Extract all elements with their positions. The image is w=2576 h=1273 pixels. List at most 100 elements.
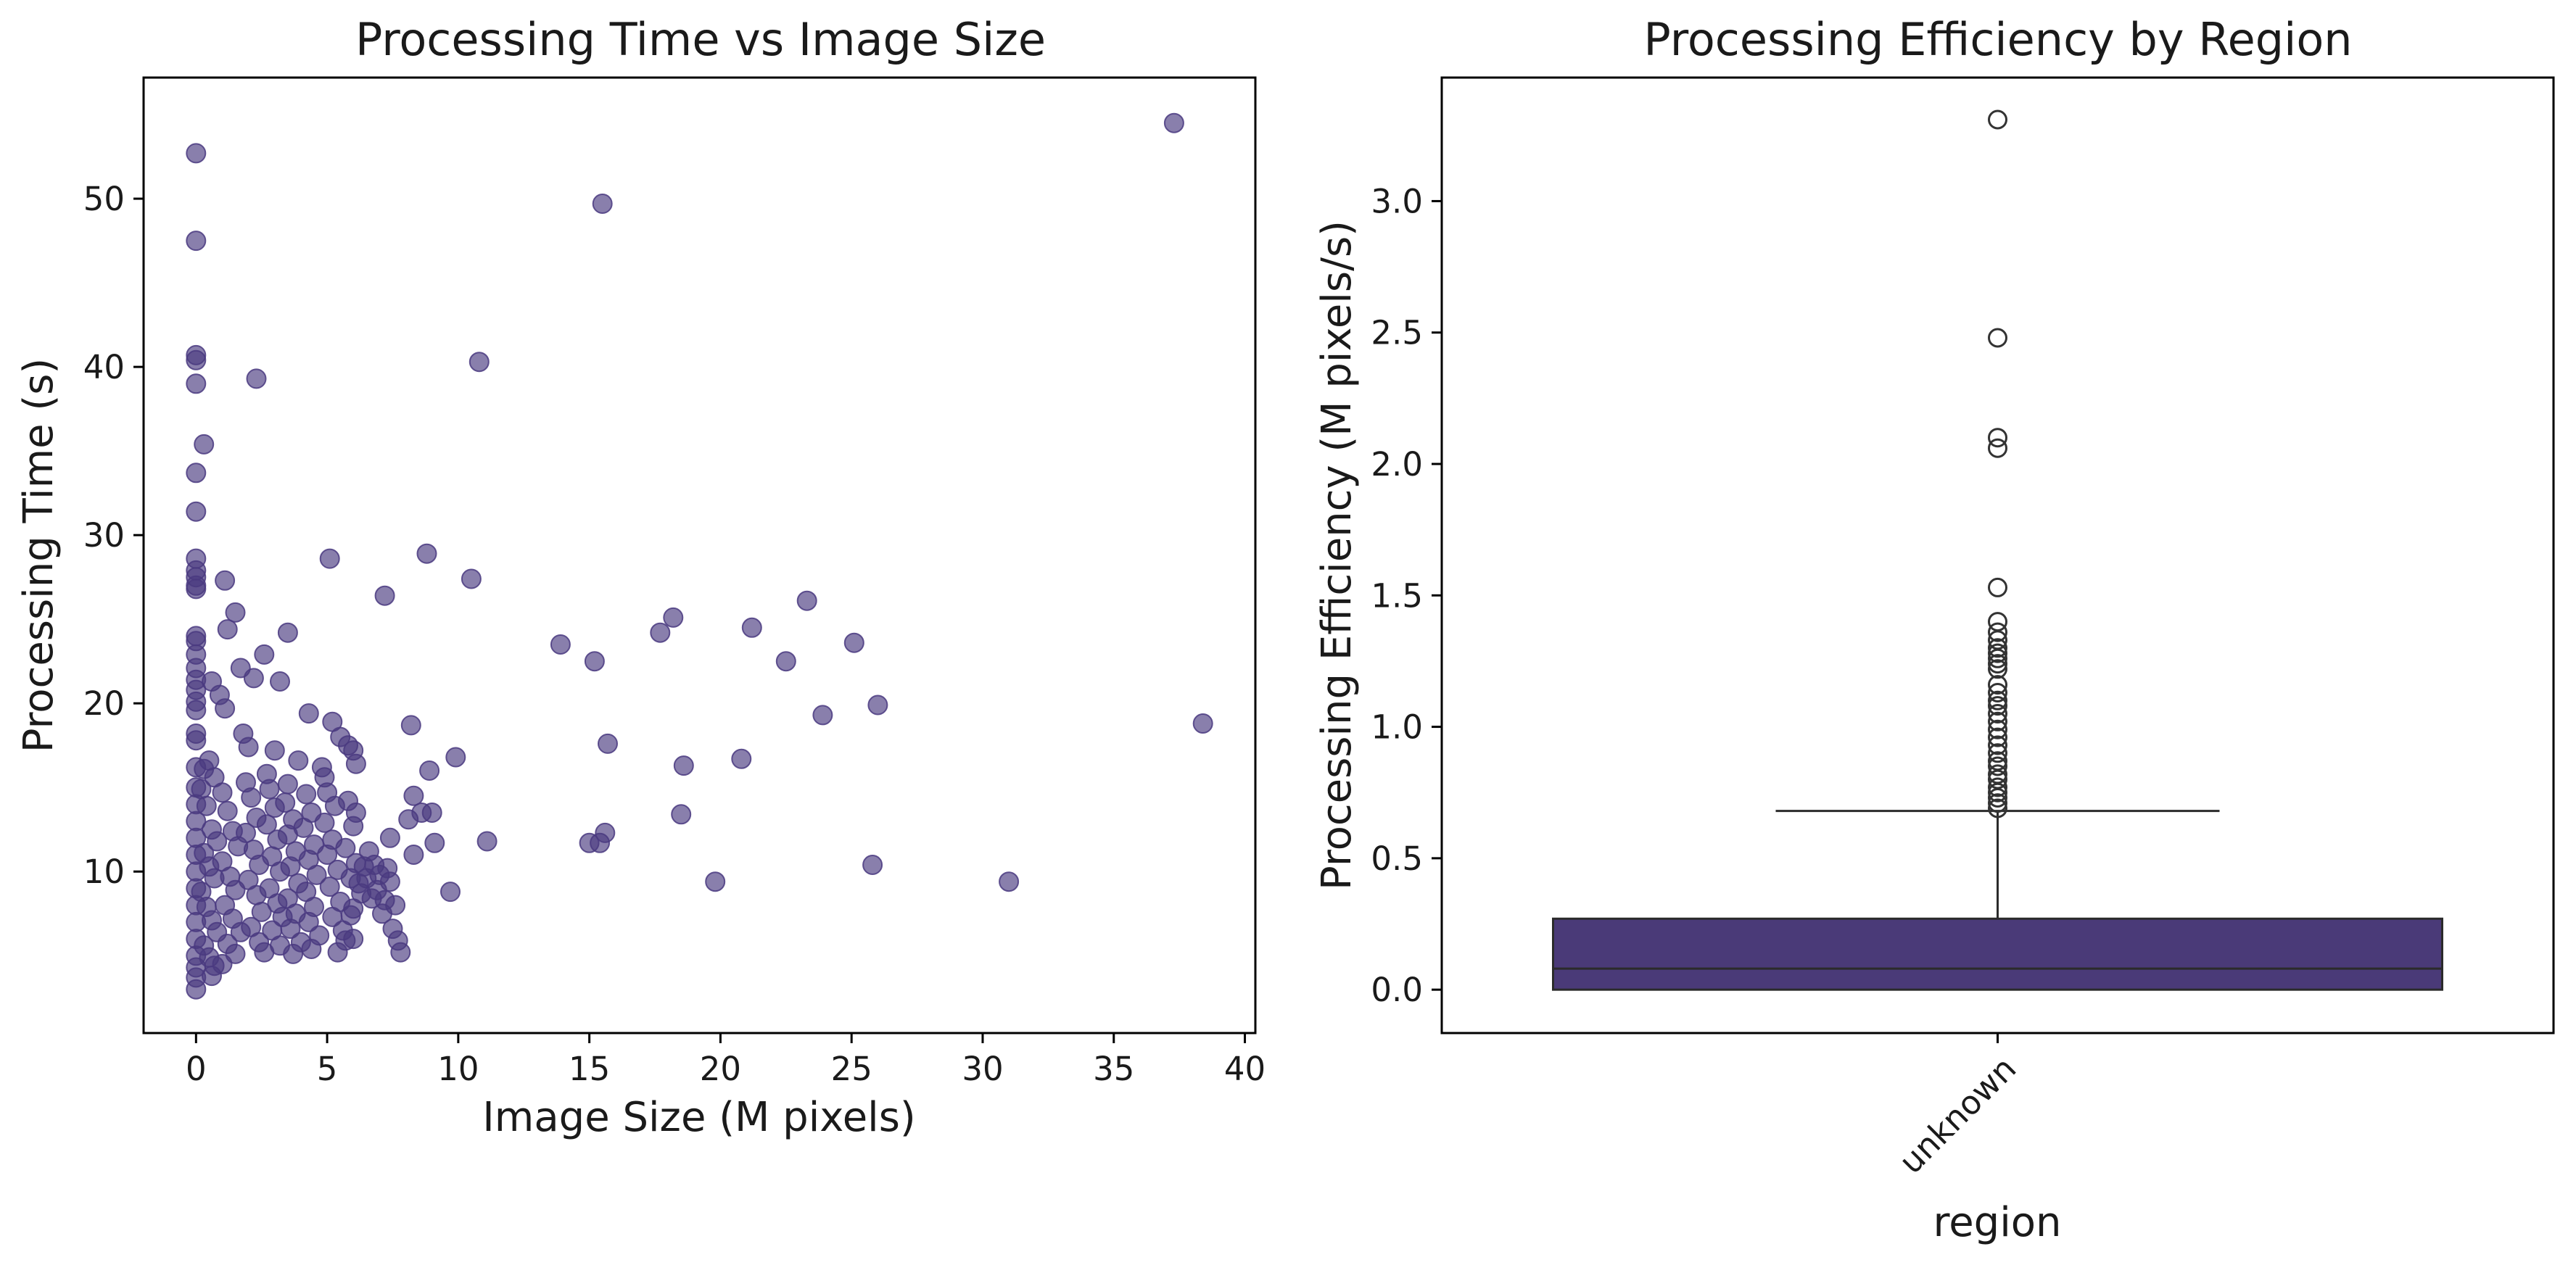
x-tick-label: 10 [437,1050,479,1088]
scatter-point [293,817,314,838]
y-tick-label: 40 [83,348,125,386]
scatter-point [671,804,692,825]
outlier-point [1988,711,2007,731]
boxplot-y-axis-label: Processing Efficiency (M pixels/s) [1313,220,1361,890]
outlier-point [1988,743,2007,763]
outlier-point [1988,109,2007,130]
scatter-point [416,543,437,564]
scatter-point [319,548,340,569]
outlier-point [1988,328,2007,348]
scatter-point [335,837,356,858]
scatter-point [186,501,207,522]
outlier-point [1988,622,2007,642]
y-tick-label: 0.5 [1371,839,1423,878]
scatter-point [843,632,864,653]
scatter-point [301,939,322,959]
scatter-point [374,585,395,606]
boxplot-title: Processing Efficiency by Region [1643,13,2352,66]
scatter-point [663,607,684,628]
scatter-panel: Processing Time vs Image Size 0 5 10 15 20 25… [15,13,1266,1141]
scatter-y-axis-label: Processing Time (s) [15,358,62,753]
boxplot-body [1552,109,2443,991]
scatter-point [440,882,461,903]
outlier-point [1988,782,2007,803]
scatter-point [207,831,228,852]
scatter-point [319,876,340,897]
x-tick-label: 35 [1093,1050,1134,1088]
outlier-point [1988,654,2007,674]
y-tick-label: 3.0 [1371,182,1423,220]
scatter-point [254,644,275,665]
scatter-point [186,579,207,600]
scatter-point [398,809,419,830]
scatter-point [283,943,304,964]
scatter-points [186,112,1213,1000]
scatter-point [775,651,796,672]
scatter-point [361,888,382,909]
outlier-point [1988,793,2007,813]
y-tick-label: 30 [83,516,125,555]
boxplot-panel: Processing Efficiency by Region unknown … [1313,13,2555,1246]
scatter-point [236,822,256,843]
y-tick-label: 2.0 [1371,445,1423,484]
scatter-point [421,803,442,823]
outlier-point [1988,675,2007,695]
outlier-point [1988,777,2007,797]
scatter-point [186,979,207,1000]
scatter-point [379,871,400,892]
scatter-point [424,832,445,853]
scatter-point [343,898,364,919]
scatter-x-axis-label: Image Size (M pixels) [482,1094,915,1141]
scatter-point [862,855,883,875]
scatter-point [277,622,298,643]
scatter-point [246,368,267,389]
y-tick-label: 50 [83,180,125,218]
scatter-point [212,782,233,803]
scatter-point [199,750,220,771]
scatter-point [314,812,335,833]
scatter-point [280,919,301,940]
scatter-point [241,787,262,808]
y-tick-label: 10 [83,853,125,891]
scatter-point [741,617,762,638]
scatter-point [598,733,618,754]
x-tick-label: 30 [962,1050,1003,1088]
outlier-point [1988,438,2007,458]
scatter-y-ticks: 10 20 30 40 50 [83,180,144,891]
scatter-point [731,748,752,769]
x-tick-label: 40 [1224,1050,1266,1088]
scatter-point [251,901,272,922]
scatter-point [186,730,207,751]
scatter-point [280,856,301,877]
scatter-point [584,651,605,672]
scatter-point [296,784,317,805]
scatter-point [191,779,212,800]
outlier-point [1988,428,2007,448]
scatter-point [592,194,613,214]
scatter-point [343,816,364,837]
scatter-point [338,735,358,756]
outlier-point [1988,788,2007,808]
outlier-point [1988,756,2007,776]
x-tick-label: 25 [831,1050,872,1088]
scatter-point [999,871,1020,892]
scatter-point [259,779,280,800]
scatter-x-ticks: 0 5 10 15 20 25 30 35 40 [186,1033,1266,1088]
y-tick-label: 0.0 [1371,971,1423,1009]
scatter-point [867,694,888,716]
scatter-point [345,753,366,774]
scatter-point [275,792,296,813]
scatter-point [796,590,817,611]
scatter-point [186,231,207,252]
x-tick-label: 5 [317,1050,338,1088]
scatter-point [215,698,236,719]
scatter-point [445,747,466,768]
scatter-point [196,795,217,816]
outlier-point [1988,719,2007,739]
scatter-point [673,755,694,776]
boxplot-x-axis-label: region [1933,1199,2061,1246]
scatter-point [256,814,277,835]
scatter-point [403,785,424,806]
